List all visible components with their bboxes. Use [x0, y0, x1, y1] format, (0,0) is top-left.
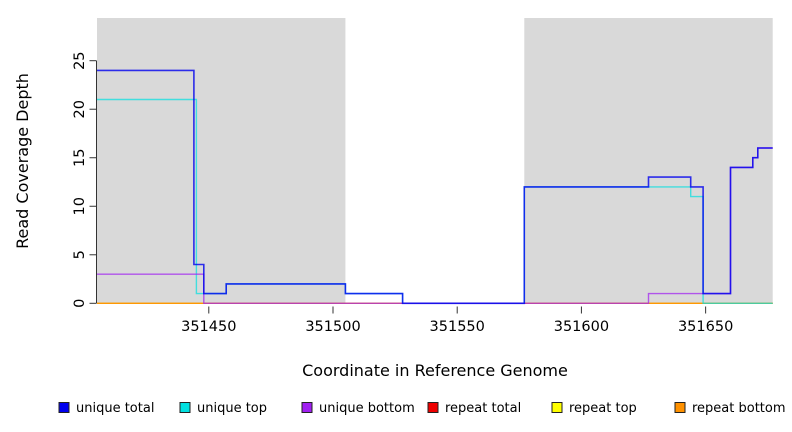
- series-line-unique-total: [97, 69, 773, 305]
- x-tick-label: 351600: [554, 319, 609, 335]
- legend-label-repeat-top: repeat top: [569, 401, 637, 416]
- legend: unique total unique top unique bottom repea…: [58, 401, 786, 416]
- x-tick-label: 351550: [430, 319, 485, 335]
- y-tick-label: 0: [72, 299, 88, 308]
- legend-label-unique-bottom: unique bottom: [319, 401, 415, 416]
- x-tick-label: 351650: [678, 319, 733, 335]
- legend-swatch-unique-bottom: [301, 402, 313, 413]
- y-axis-label: Read Coverage Depth: [13, 73, 32, 249]
- legend-swatch-unique-total: [58, 402, 70, 413]
- shaded-regions-layer: [97, 18, 773, 304]
- legend-swatch-repeat-total: [427, 402, 439, 413]
- x-tick-label: 351450: [181, 319, 236, 335]
- legend-item-repeat-bottom: repeat bottom: [674, 401, 786, 416]
- legend-label-repeat-total: repeat total: [445, 401, 521, 416]
- series-layer: [97, 69, 773, 305]
- x-axis-label: Coordinate in Reference Genome: [302, 361, 568, 380]
- legend-label-repeat-bottom: repeat bottom: [692, 401, 786, 416]
- legend-swatch-unique-top: [179, 402, 191, 413]
- legend-item-repeat-top: repeat top: [551, 401, 637, 416]
- y-tick-label: 5: [72, 250, 88, 259]
- legend-label-unique-top: unique top: [197, 401, 267, 416]
- legend-item-unique-bottom: unique bottom: [301, 401, 415, 416]
- legend-label-unique-total: unique total: [76, 401, 154, 416]
- axes-layer: 0 5 10 15 20 25 351450 351500 351550 351600 351650: [72, 51, 733, 335]
- y-tick-label: 25: [72, 51, 88, 69]
- legend-swatch-repeat-top: [551, 402, 563, 413]
- x-tick-label: 351500: [305, 319, 360, 335]
- y-tick-label: 20: [72, 100, 88, 118]
- legend-item-repeat-total: repeat total: [427, 401, 521, 416]
- shaded-region: [524, 18, 773, 304]
- y-tick-label: 10: [72, 197, 88, 215]
- legend-item-unique-total: unique total: [58, 401, 154, 416]
- legend-swatch-repeat-bottom: [674, 402, 686, 413]
- legend-item-unique-top: unique top: [179, 401, 267, 416]
- shaded-region: [97, 18, 346, 304]
- y-tick-label: 15: [72, 149, 88, 167]
